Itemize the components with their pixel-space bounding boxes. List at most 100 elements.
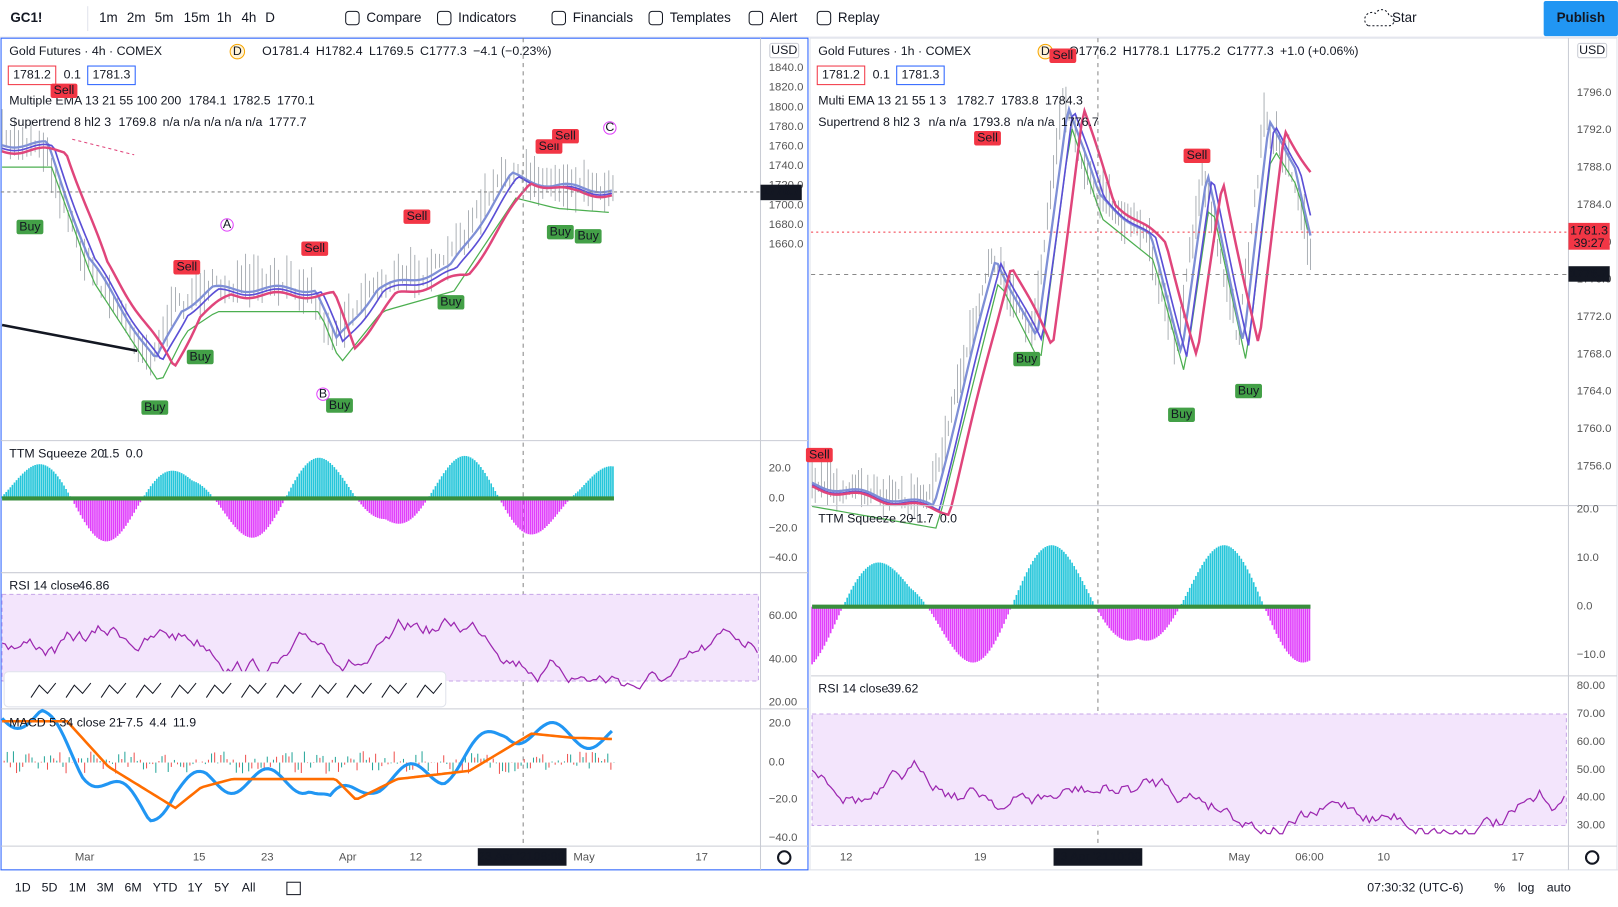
- bid-price: 1781.2: [822, 68, 860, 82]
- ttm-tick: −20.0: [769, 522, 798, 534]
- drawing-tool[interactable]: [170, 682, 197, 698]
- rsi-line: [811, 759, 1565, 835]
- drawing-tool[interactable]: [416, 682, 443, 698]
- toolbar-button[interactable]: Alert: [770, 10, 798, 25]
- rsi-tick: 40.00: [769, 653, 797, 665]
- indicator-value: 1782.5: [233, 93, 271, 107]
- ttm-tick: 10.0: [1577, 552, 1599, 564]
- range-button[interactable]: 3M: [97, 881, 114, 895]
- signal-label: Buy: [1238, 383, 1260, 397]
- price-tick: 1784.0: [1577, 199, 1612, 211]
- indicator-value: −7.5: [119, 716, 144, 730]
- drawing-tool[interactable]: [30, 682, 57, 698]
- drawing-tool[interactable]: [100, 682, 127, 698]
- symbol[interactable]: GC1!: [10, 10, 42, 25]
- ohlc-value: L1775.2: [1176, 44, 1221, 58]
- indicator-label: RSI 14 close: [818, 682, 888, 696]
- drawing-tool[interactable]: [241, 682, 267, 698]
- interval-button[interactable]: 15m: [184, 10, 210, 25]
- range-button[interactable]: YTD: [153, 881, 178, 895]
- signal-line: [2, 719, 612, 810]
- range-button[interactable]: 1M: [69, 881, 86, 895]
- toolbar-button[interactable]: Financials: [573, 10, 634, 25]
- interval-button[interactable]: 2m: [127, 10, 146, 25]
- price-tick: 1820.0: [769, 82, 804, 94]
- time-tick: 10: [1377, 851, 1390, 863]
- signal-label: Sell: [555, 128, 576, 142]
- time-tick: May: [1229, 851, 1251, 863]
- signal-label: Buy: [578, 229, 600, 243]
- log-toggle[interactable]: log: [1518, 881, 1535, 895]
- range-button[interactable]: 5D: [42, 881, 58, 895]
- time-tick: May: [573, 851, 595, 863]
- drawing-toolbar: [3, 671, 447, 708]
- ohlc-value: O1776.2: [1069, 44, 1117, 58]
- interval-button[interactable]: 4h: [241, 10, 256, 25]
- indicator-value: 39.62: [887, 682, 918, 696]
- rsi-tick: 80.00: [1577, 680, 1605, 692]
- interval-button[interactable]: 1h: [217, 10, 232, 25]
- percent-toggle[interactable]: %: [1494, 881, 1505, 895]
- range-button[interactable]: 1D: [15, 881, 31, 895]
- settings-icon[interactable]: [1584, 850, 1600, 865]
- ohlc-value: L1769.5: [369, 44, 414, 58]
- rsi-tick: 40.00: [1577, 792, 1605, 804]
- time-tick: Mar: [75, 851, 95, 863]
- toolbar-button[interactable]: Templates: [670, 10, 731, 25]
- publish-label[interactable]: Publish: [1557, 10, 1605, 25]
- date-range-icon[interactable]: [286, 881, 301, 896]
- signal-box: [326, 398, 353, 413]
- auto-toggle[interactable]: auto: [1547, 881, 1571, 895]
- indicator-value: −1.7: [909, 511, 934, 525]
- price-tick: 1760.0: [769, 141, 804, 153]
- indicator-label: Supertrend 8 hl2 3: [9, 115, 111, 129]
- price-tick: 1756.0: [1577, 460, 1612, 472]
- signal-box: [1183, 148, 1211, 164]
- signal-label: Sell: [304, 241, 325, 255]
- marker: [316, 387, 330, 401]
- price-tick: 1796.0: [1577, 87, 1612, 99]
- rsi-tick: 70.00: [1577, 708, 1605, 720]
- macd-line: [0, 708, 613, 823]
- drawing-tool[interactable]: [346, 682, 372, 698]
- signal-label: Sell: [407, 209, 428, 223]
- drawing-tool[interactable]: [381, 682, 407, 698]
- price-tick: 1772.0: [1577, 311, 1612, 323]
- settings-icon[interactable]: [777, 850, 792, 865]
- interval-button[interactable]: 1m: [99, 10, 118, 25]
- price-tick: 1660.0: [769, 239, 804, 251]
- ask-box: [896, 65, 945, 86]
- indicator-value: 1793.8: [973, 115, 1011, 129]
- range-button[interactable]: All: [242, 881, 256, 895]
- bid-box: [7, 65, 57, 86]
- toolbar-button[interactable]: Indicators: [458, 10, 516, 25]
- cloud-icon: [1364, 9, 1395, 27]
- last-price: 1776.7: [762, 184, 800, 198]
- indicator-label: RSI 14 close: [9, 578, 79, 592]
- signal-label: Sell: [1053, 48, 1074, 62]
- drawing-tool[interactable]: [276, 682, 302, 698]
- signal-box: [574, 229, 602, 244]
- range-button[interactable]: 5Y: [214, 881, 229, 895]
- drawing-tool[interactable]: [311, 682, 337, 698]
- indicator-value: 1776.7: [1061, 115, 1099, 129]
- badge-label: D: [233, 44, 242, 58]
- publish-button[interactable]: [1543, 1, 1618, 37]
- signal-box: [552, 128, 579, 144]
- time-tick: 19: [974, 851, 987, 863]
- toolbar-button[interactable]: Replay: [838, 10, 880, 25]
- price-tick: 1780.0: [769, 121, 804, 133]
- interval-button[interactable]: 5m: [155, 10, 174, 25]
- layout-button[interactable]: Star: [1392, 10, 1417, 25]
- interval-button[interactable]: D: [265, 10, 275, 25]
- drawing-tool[interactable]: [65, 682, 92, 698]
- signal-box: [974, 131, 1001, 146]
- time-tick: 23: [261, 851, 274, 863]
- last-price-tag: [1568, 266, 1610, 282]
- drawing-tool[interactable]: [205, 682, 232, 698]
- range-button[interactable]: 6M: [125, 881, 142, 895]
- range-button[interactable]: 1Y: [187, 881, 202, 895]
- drawing-tool[interactable]: [135, 682, 162, 698]
- toolbar-button[interactable]: Compare: [366, 10, 421, 25]
- signal-box: [403, 209, 431, 224]
